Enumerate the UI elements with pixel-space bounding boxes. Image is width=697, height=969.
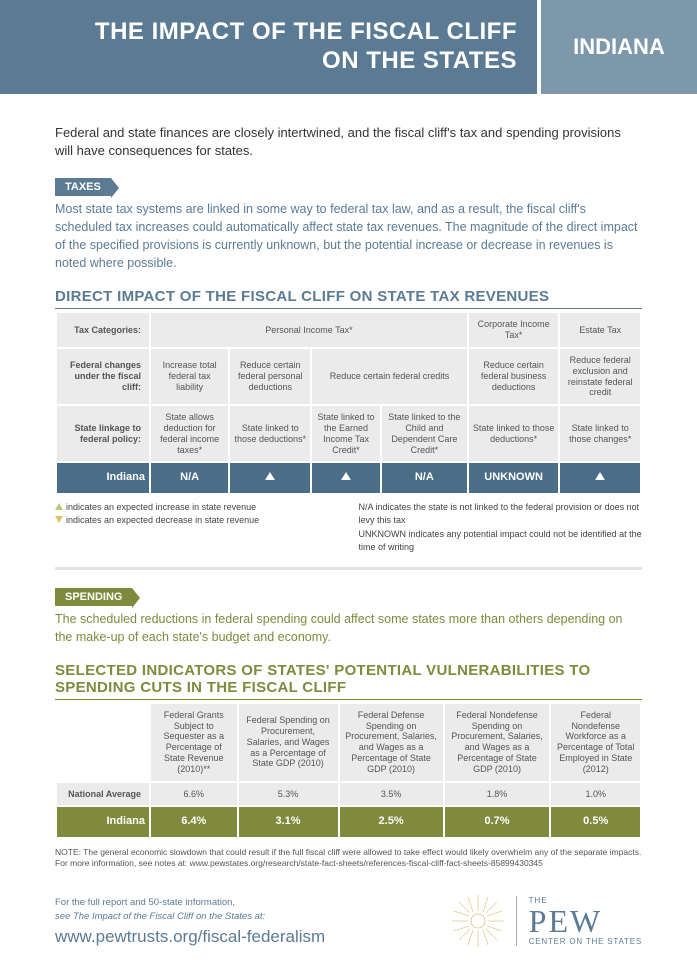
linkage-cell: State linked to those deductions* [469, 406, 559, 461]
avg-row: National Average 6.6% 5.3% 3.5% 1.8% 1.0… [57, 783, 640, 806]
note-text: NOTE: The general economic slowdown that… [55, 847, 642, 869]
pew-the: THE [529, 896, 642, 905]
footer-line2: see The Impact of the Fiscal Cliff on th… [55, 910, 325, 923]
val-na: N/A [180, 471, 199, 483]
legend-up: indicates an expected increase in state … [66, 502, 256, 512]
divider [55, 567, 642, 570]
empty-cell [57, 704, 149, 781]
content: Federal and state finances are closely i… [0, 94, 697, 969]
state-val: 0.7% [445, 807, 550, 836]
row-label: State linkage to federal policy: [57, 406, 149, 461]
triangle-up-icon [341, 472, 351, 480]
row-label: Federal changes under the fiscal cliff: [57, 349, 149, 404]
pew-sub: CENTER ON THE STATES [529, 937, 642, 946]
state-val [560, 463, 640, 492]
table-row: State linkage to federal policy: State a… [57, 406, 640, 461]
spending-title: SELECTED INDICATORS OF STATES' POTENTIAL… [55, 662, 642, 700]
legend-unknown: UNKNOWN indicates any potential impact c… [359, 528, 643, 555]
taxes-title: DIRECT IMPACT OF THE FISCAL CLIFF ON STA… [55, 288, 642, 309]
state-val [230, 463, 310, 492]
state-val: N/A [382, 463, 467, 492]
taxes-tag: TAXES [55, 178, 111, 196]
cat-personal: Personal Income Tax* [151, 313, 467, 347]
change-cell: Reduce certain federal business deductio… [469, 349, 559, 404]
spend-col: Federal Nondefense Workforce as a Percen… [551, 704, 640, 781]
state-val: 6.4% [151, 807, 237, 836]
spend-table: Federal Grants Subject to Sequester as a… [55, 702, 642, 839]
linkage-cell: State linked to the Earned Income Tax Cr… [312, 406, 380, 461]
title-line-1: THE IMPACT OF THE FISCAL CLIFF [95, 18, 517, 45]
change-cell: Reduce certain federal personal deductio… [230, 349, 310, 404]
header-state: INDIANA [537, 0, 697, 94]
state-val: UNKNOWN [469, 463, 559, 492]
spend-col: Federal Grants Subject to Sequester as a… [151, 704, 237, 781]
cat-estate: Estate Tax [560, 313, 640, 347]
row-label: Tax Categories: [57, 313, 149, 347]
avg-val: 1.8% [445, 783, 550, 806]
avg-val: 1.0% [551, 783, 640, 806]
spend-col: Federal Defense Spending on Procurement,… [340, 704, 443, 781]
table-row: Federal Grants Subject to Sequester as a… [57, 704, 640, 781]
val-unknown: UNKNOWN [484, 471, 543, 483]
page-header: THE IMPACT OF THE FISCAL CLIFF ON THE ST… [0, 0, 697, 94]
state-row: Indiana N/A N/A UNKNOWN [57, 463, 640, 492]
pew-text: THE PEW CENTER ON THE STATES [516, 896, 642, 946]
triangle-up-icon [595, 472, 605, 480]
avg-label: National Average [57, 783, 149, 806]
state-row: Indiana 6.4% 3.1% 2.5% 0.7% 0.5% [57, 807, 640, 836]
linkage-cell: State allows deduction for federal incom… [151, 406, 228, 461]
title-line-2: ON THE STATES [322, 47, 517, 74]
header-title: THE IMPACT OF THE FISCAL CLIFF ON THE ST… [0, 0, 537, 94]
tax-legend: indicates an expected increase in state … [55, 501, 642, 555]
pew-name: PEW [529, 905, 642, 937]
footer-url: www.pewtrusts.org/fiscal-federalism [55, 925, 325, 949]
state-label: Indiana [57, 463, 149, 492]
state-val: 0.5% [551, 807, 640, 836]
taxes-tag-row: TAXES [55, 178, 642, 196]
cat-corporate: Corporate Income Tax* [469, 313, 559, 347]
state-val [312, 463, 380, 492]
state-label: Indiana [57, 807, 149, 836]
footer-logo: THE PEW CENTER ON THE STATES [450, 893, 642, 949]
triangle-down-icon [55, 516, 63, 523]
state-val: 2.5% [340, 807, 443, 836]
spending-text: The scheduled reductions in federal spen… [55, 610, 642, 646]
avg-val: 6.6% [151, 783, 237, 806]
state-val: 3.1% [239, 807, 338, 836]
avg-val: 5.3% [239, 783, 338, 806]
footer-left: For the full report and 50-state informa… [55, 896, 325, 948]
sunburst-icon [450, 893, 506, 949]
state-val: N/A [151, 463, 228, 492]
spend-col: Federal Spending on Procurement, Salarie… [239, 704, 338, 781]
linkage-cell: State linked to those changes* [560, 406, 640, 461]
spend-col: Federal Nondefense Spending on Procureme… [445, 704, 550, 781]
legend-down: indicates an expected decrease in state … [66, 515, 259, 525]
legend-col: indicates an expected increase in state … [55, 501, 339, 555]
avg-val: 3.5% [340, 783, 443, 806]
change-cell: Reduce certain federal credits [312, 349, 467, 404]
change-cell: Increase total federal tax liability [151, 349, 228, 404]
footer-line1: For the full report and 50-state informa… [55, 896, 325, 909]
spending-tag-row: SPENDING [55, 588, 642, 606]
footer: For the full report and 50-state informa… [55, 893, 642, 949]
intro-text: Federal and state finances are closely i… [55, 124, 642, 160]
table-row: Tax Categories: Personal Income Tax* Cor… [57, 313, 640, 347]
linkage-cell: State linked to the Child and Dependent … [382, 406, 467, 461]
triangle-up-icon [55, 503, 63, 510]
table-row: Federal changes under the fiscal cliff: … [57, 349, 640, 404]
legend-na: N/A indicates the state is not linked to… [359, 501, 643, 528]
change-cell: Reduce federal exclusion and reinstate f… [560, 349, 640, 404]
tax-table: Tax Categories: Personal Income Tax* Cor… [55, 311, 642, 494]
spending-tag: SPENDING [55, 588, 132, 606]
taxes-text: Most state tax systems are linked in som… [55, 200, 642, 273]
triangle-up-icon [265, 472, 275, 480]
val-na: N/A [415, 471, 434, 483]
legend-col: N/A indicates the state is not linked to… [359, 501, 643, 555]
linkage-cell: State linked to those deductions* [230, 406, 310, 461]
